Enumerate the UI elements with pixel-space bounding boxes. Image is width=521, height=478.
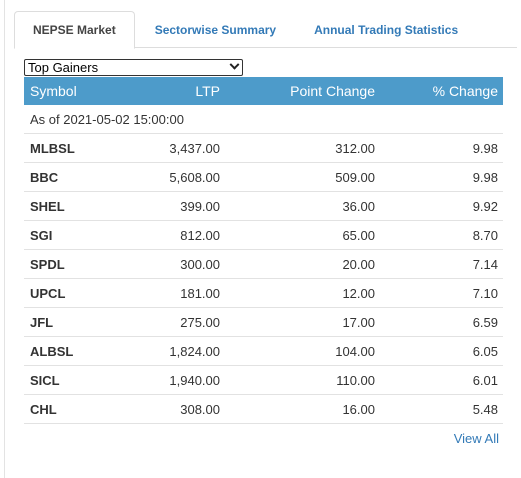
row-point-change: 36.00 — [342, 198, 375, 214]
row-ltp: 1,824.00 — [169, 343, 220, 359]
table-row: BBC 5,608.00 509.00 9.98 — [24, 163, 503, 192]
row-pct-change: 6.59 — [472, 314, 498, 330]
row-symbol: BBC — [30, 169, 59, 185]
row-pct-change: 9.98 — [472, 140, 498, 156]
row-pct-change: 7.14 — [472, 256, 498, 272]
table-row: CHL 308.00 16.00 5.48 — [24, 395, 503, 424]
view-all-link[interactable]: View All — [453, 431, 499, 446]
row-point-change: 110.00 — [336, 372, 375, 388]
row-symbol: MLBSL — [30, 140, 75, 156]
tab-annual-trading-statistics[interactable]: Annual Trading Statistics — [314, 22, 459, 37]
filter-select[interactable]: Top Gainers — [24, 59, 243, 76]
tab-sectorwise-summary[interactable]: Sectorwise Summary — [154, 22, 277, 37]
row-symbol: JFL — [30, 314, 54, 330]
row-point-change: 17.00 — [342, 314, 375, 330]
row-ltp: 399.00 — [180, 198, 220, 214]
row-ltp: 181.00 — [180, 285, 220, 301]
header-pct-change: % Change — [432, 83, 498, 99]
row-point-change: 509.00 — [335, 169, 375, 185]
header-symbol: Symbol — [30, 83, 77, 99]
table-row: SHEL 399.00 36.00 9.92 — [24, 192, 503, 221]
row-ltp: 1,940.00 — [169, 372, 220, 388]
row-ltp: 275.00 — [180, 314, 220, 330]
table-row: JFL 275.00 17.00 6.59 — [24, 308, 503, 337]
row-pct-change: 7.10 — [472, 285, 498, 301]
row-point-change: 16.00 — [342, 401, 375, 417]
chevron-down-icon — [229, 59, 240, 70]
row-point-change: 312.00 — [335, 140, 375, 156]
row-pct-change: 6.05 — [472, 343, 498, 359]
header-point-change: Point Change — [290, 83, 375, 99]
row-pct-change: 9.98 — [472, 169, 498, 185]
table-row: SGI 812.00 65.00 8.70 — [24, 221, 503, 250]
row-ltp: 812.00 — [180, 227, 220, 243]
row-point-change: 20.00 — [342, 256, 375, 272]
row-symbol: SGI — [30, 227, 53, 243]
row-ltp: 308.00 — [180, 401, 220, 417]
as-of-timestamp: As of 2021-05-02 15:00:00 — [24, 105, 503, 134]
row-point-change: 12.00 — [342, 285, 375, 301]
header-ltp: LTP — [195, 83, 220, 99]
table-row: SPDL 300.00 20.00 7.14 — [24, 250, 503, 279]
tab-bar: NEPSE Market Sectorwise Summary Annual T… — [14, 11, 517, 49]
table-row: MLBSL 3,437.00 312.00 9.98 — [24, 134, 503, 163]
row-symbol: SPDL — [30, 256, 65, 272]
row-symbol: ALBSL — [30, 343, 74, 359]
table-row: ALBSL 1,824.00 104.00 6.05 — [24, 337, 503, 366]
filter-selected-value: Top Gainers — [28, 60, 99, 75]
row-ltp: 5,608.00 — [169, 169, 220, 185]
row-symbol: SICL — [30, 372, 60, 388]
row-symbol: SHEL — [30, 198, 65, 214]
row-symbol: UPCL — [30, 285, 66, 301]
table-row: UPCL 181.00 12.00 7.10 — [24, 279, 503, 308]
row-pct-change: 9.92 — [472, 198, 498, 214]
table-header: Symbol LTP Point Change % Change — [24, 77, 503, 105]
row-pct-change: 6.01 — [472, 372, 498, 388]
row-pct-change: 5.48 — [472, 401, 498, 417]
market-panel — [4, 0, 521, 478]
row-ltp: 3,437.00 — [169, 140, 220, 156]
row-symbol: CHL — [30, 401, 57, 417]
row-pct-change: 8.70 — [472, 227, 498, 243]
gainers-table: Symbol LTP Point Change % Change As of 2… — [24, 77, 503, 424]
row-point-change: 104.00 — [335, 343, 375, 359]
row-ltp: 300.00 — [180, 256, 220, 272]
row-point-change: 65.00 — [342, 227, 375, 243]
table-row: SICL 1,940.00 110.00 6.01 — [24, 366, 503, 395]
tab-nepse-market[interactable]: NEPSE Market — [14, 11, 135, 49]
